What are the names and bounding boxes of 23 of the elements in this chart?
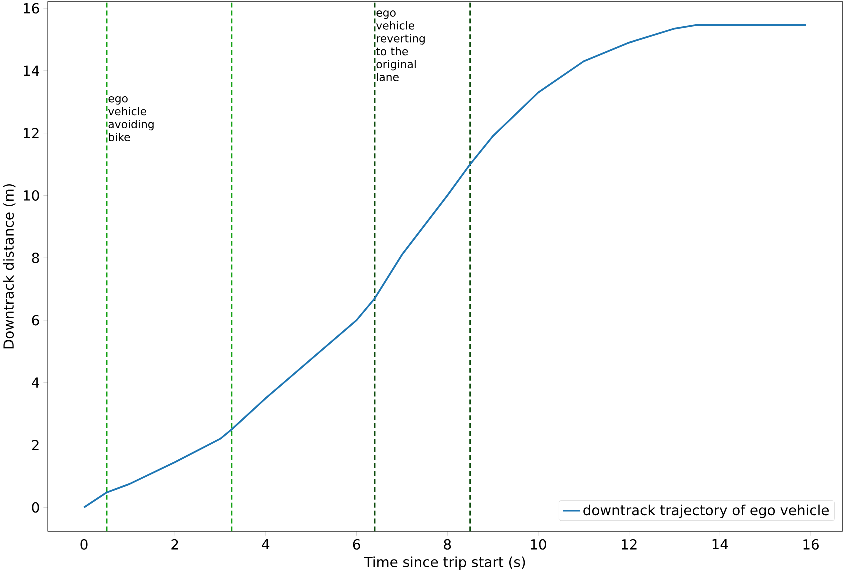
y-tick-label: 14 [24,66,40,76]
y-tick-label: 2 [32,440,39,450]
x-tick-label: 0 [80,539,88,550]
y-tick-label: 10 [24,190,40,201]
x-tick-label: 16 [804,539,819,550]
x-tick-label: 6 [353,539,360,550]
ref-line-label: ego vehicle avoiding bike [108,96,154,142]
x-tick-label: 14 [712,539,728,550]
ref-line-label: ego vehicle reverting to the original lane [376,10,425,82]
y-tick-label: 8 [32,252,40,264]
x-tick-label: 8 [444,539,452,550]
y-tick-label: 16 [24,3,40,14]
y-tick-label: 6 [32,314,40,326]
x-tick-label: 4 [262,539,270,550]
legend-label: downtrack trajectory of ego vehicle [584,504,829,518]
y-tick-label: 0 [32,502,40,513]
x-axis-title: Time since trip start (s) [364,556,526,570]
x-tick-label: 2 [172,539,178,550]
x-tick-label: 12 [622,539,637,550]
y-tick-label: 4 [32,378,40,388]
y-tick-label: 12 [24,128,39,138]
y-axis-title: Downtrack distance (m) [3,184,16,348]
x-tick-label: 10 [531,539,546,550]
